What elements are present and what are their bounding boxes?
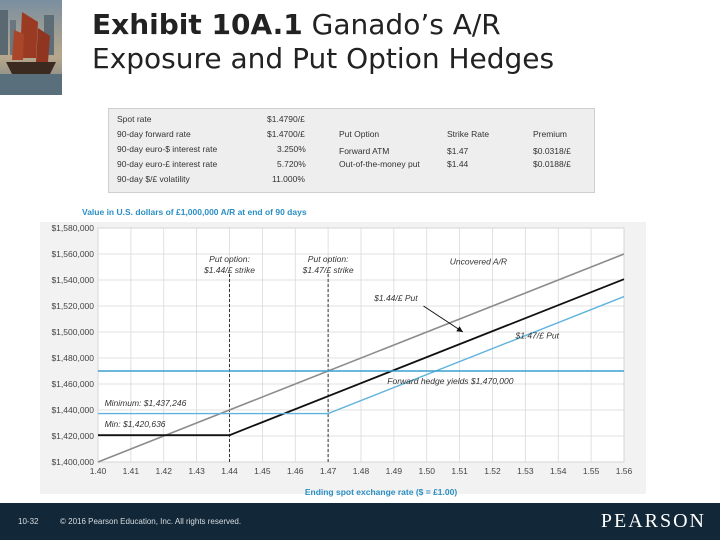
pearson-logo: PEARSON — [600, 510, 706, 532]
y-tick-label: $1,540,000 — [51, 275, 94, 285]
param-label: 90-day euro-£ interest rate — [117, 159, 218, 169]
exhibit-number: Exhibit 10A.1 — [92, 8, 303, 41]
strike-label: $1.44/£ strike — [203, 265, 255, 275]
options-header: Premium — [533, 129, 568, 139]
series-line — [97, 253, 625, 463]
param-value: $1.4790/£ — [267, 114, 305, 124]
param-label: 90-day euro-$ interest rate — [117, 144, 218, 154]
option-name: Forward ATM — [339, 146, 390, 156]
x-tick-label: 1.51 — [451, 466, 468, 476]
title-line2: Exposure and Put Option Hedges — [92, 42, 555, 75]
x-tick-label: 1.44 — [221, 466, 238, 476]
chart-title: Value in U.S. dollars of £1,000,000 A/R … — [82, 207, 307, 217]
x-tick-label: 1.54 — [550, 466, 567, 476]
put-option-hedge-chart: $1,400,000 $1,420,000 $1,440,000 $1,460,000… — [40, 207, 646, 497]
option-strike: $1.47 — [447, 146, 469, 156]
annotation-label: Minimum: $1,437,246 — [105, 398, 187, 408]
annotation-arrow — [423, 305, 464, 333]
options-header: Put Option — [339, 129, 380, 139]
series-line — [98, 295, 625, 415]
y-tick-label: $1,500,000 — [51, 327, 94, 337]
x-tick-label: 1.53 — [517, 466, 534, 476]
strike-label: Put option: — [308, 254, 349, 264]
y-tick-label: $1,480,000 — [51, 353, 94, 363]
param-value: 5.720% — [277, 159, 306, 169]
param-value: 3.250% — [277, 144, 306, 154]
param-value: 11.000% — [272, 174, 305, 184]
option-premium: $0.0188/£ — [533, 159, 571, 169]
sailing-ship-photo — [0, 0, 62, 95]
option-strike: $1.44 — [447, 159, 469, 169]
param-value: $1.4700/£ — [267, 129, 305, 139]
x-tick-label: 1.45 — [254, 466, 271, 476]
title-line1: Ganado’s A/R — [302, 8, 501, 41]
annotation-label: $1.44/£ Put — [373, 293, 418, 303]
y-tick-label: $1,520,000 — [51, 301, 94, 311]
y-tick-label: $1,560,000 — [51, 249, 94, 259]
x-tick-label: 1.42 — [155, 466, 172, 476]
y-tick-label: $1,580,000 — [51, 223, 94, 233]
x-tick-label: 1.49 — [386, 466, 403, 476]
annotation-label: $1.47/£ Put — [515, 331, 560, 341]
param-label: 90-day $/£ volatility — [117, 174, 190, 184]
x-tick-label: 1.50 — [418, 466, 435, 476]
x-tick-label: 1.46 — [287, 466, 304, 476]
x-tick-label: 1.56 — [616, 466, 633, 476]
annotation-label: Uncovered A/R — [450, 256, 507, 266]
param-label: 90-day forward rate — [117, 129, 191, 139]
y-tick-label: $1,440,000 — [51, 405, 94, 415]
x-tick-label: 1.52 — [484, 466, 501, 476]
annotation-label: Forward hedge yields $1,470,000 — [387, 376, 513, 386]
x-tick-label: 1.47 — [320, 466, 337, 476]
options-header: Strike Rate — [447, 129, 490, 139]
option-name: Out-of-the-money put — [339, 159, 420, 169]
series-line — [98, 278, 625, 437]
x-tick-label: 1.40 — [90, 466, 107, 476]
copyright-text: © 2016 Pearson Education, Inc. All right… — [60, 517, 242, 526]
strike-label: $1.47/£ strike — [302, 265, 354, 275]
x-axis-label: Ending spot exchange rate ($ = £1.00) — [305, 487, 458, 497]
annotation-label: Min: $1,420,636 — [105, 419, 166, 429]
page-number: 10-32 — [18, 517, 39, 526]
option-premium: $0.0318/£ — [533, 146, 571, 156]
x-tick-label: 1.55 — [583, 466, 600, 476]
x-tick-label: 1.41 — [123, 466, 140, 476]
param-label: Spot rate — [117, 114, 152, 124]
parameters-table: Spot rate 90-day forward rate 90-day eur… — [108, 108, 595, 193]
x-tick-label: 1.43 — [188, 466, 205, 476]
y-tick-label: $1,420,000 — [51, 431, 94, 441]
strike-label: Put option: — [209, 254, 250, 264]
y-tick-label: $1,460,000 — [51, 379, 94, 389]
slide-title: Exhibit 10A.1 Ganado’s A/R Exposure and … — [92, 8, 712, 76]
x-tick-label: 1.48 — [353, 466, 370, 476]
footer-bar: 10-32 © 2016 Pearson Education, Inc. All… — [0, 503, 720, 540]
y-tick-label: $1,400,000 — [51, 457, 94, 467]
